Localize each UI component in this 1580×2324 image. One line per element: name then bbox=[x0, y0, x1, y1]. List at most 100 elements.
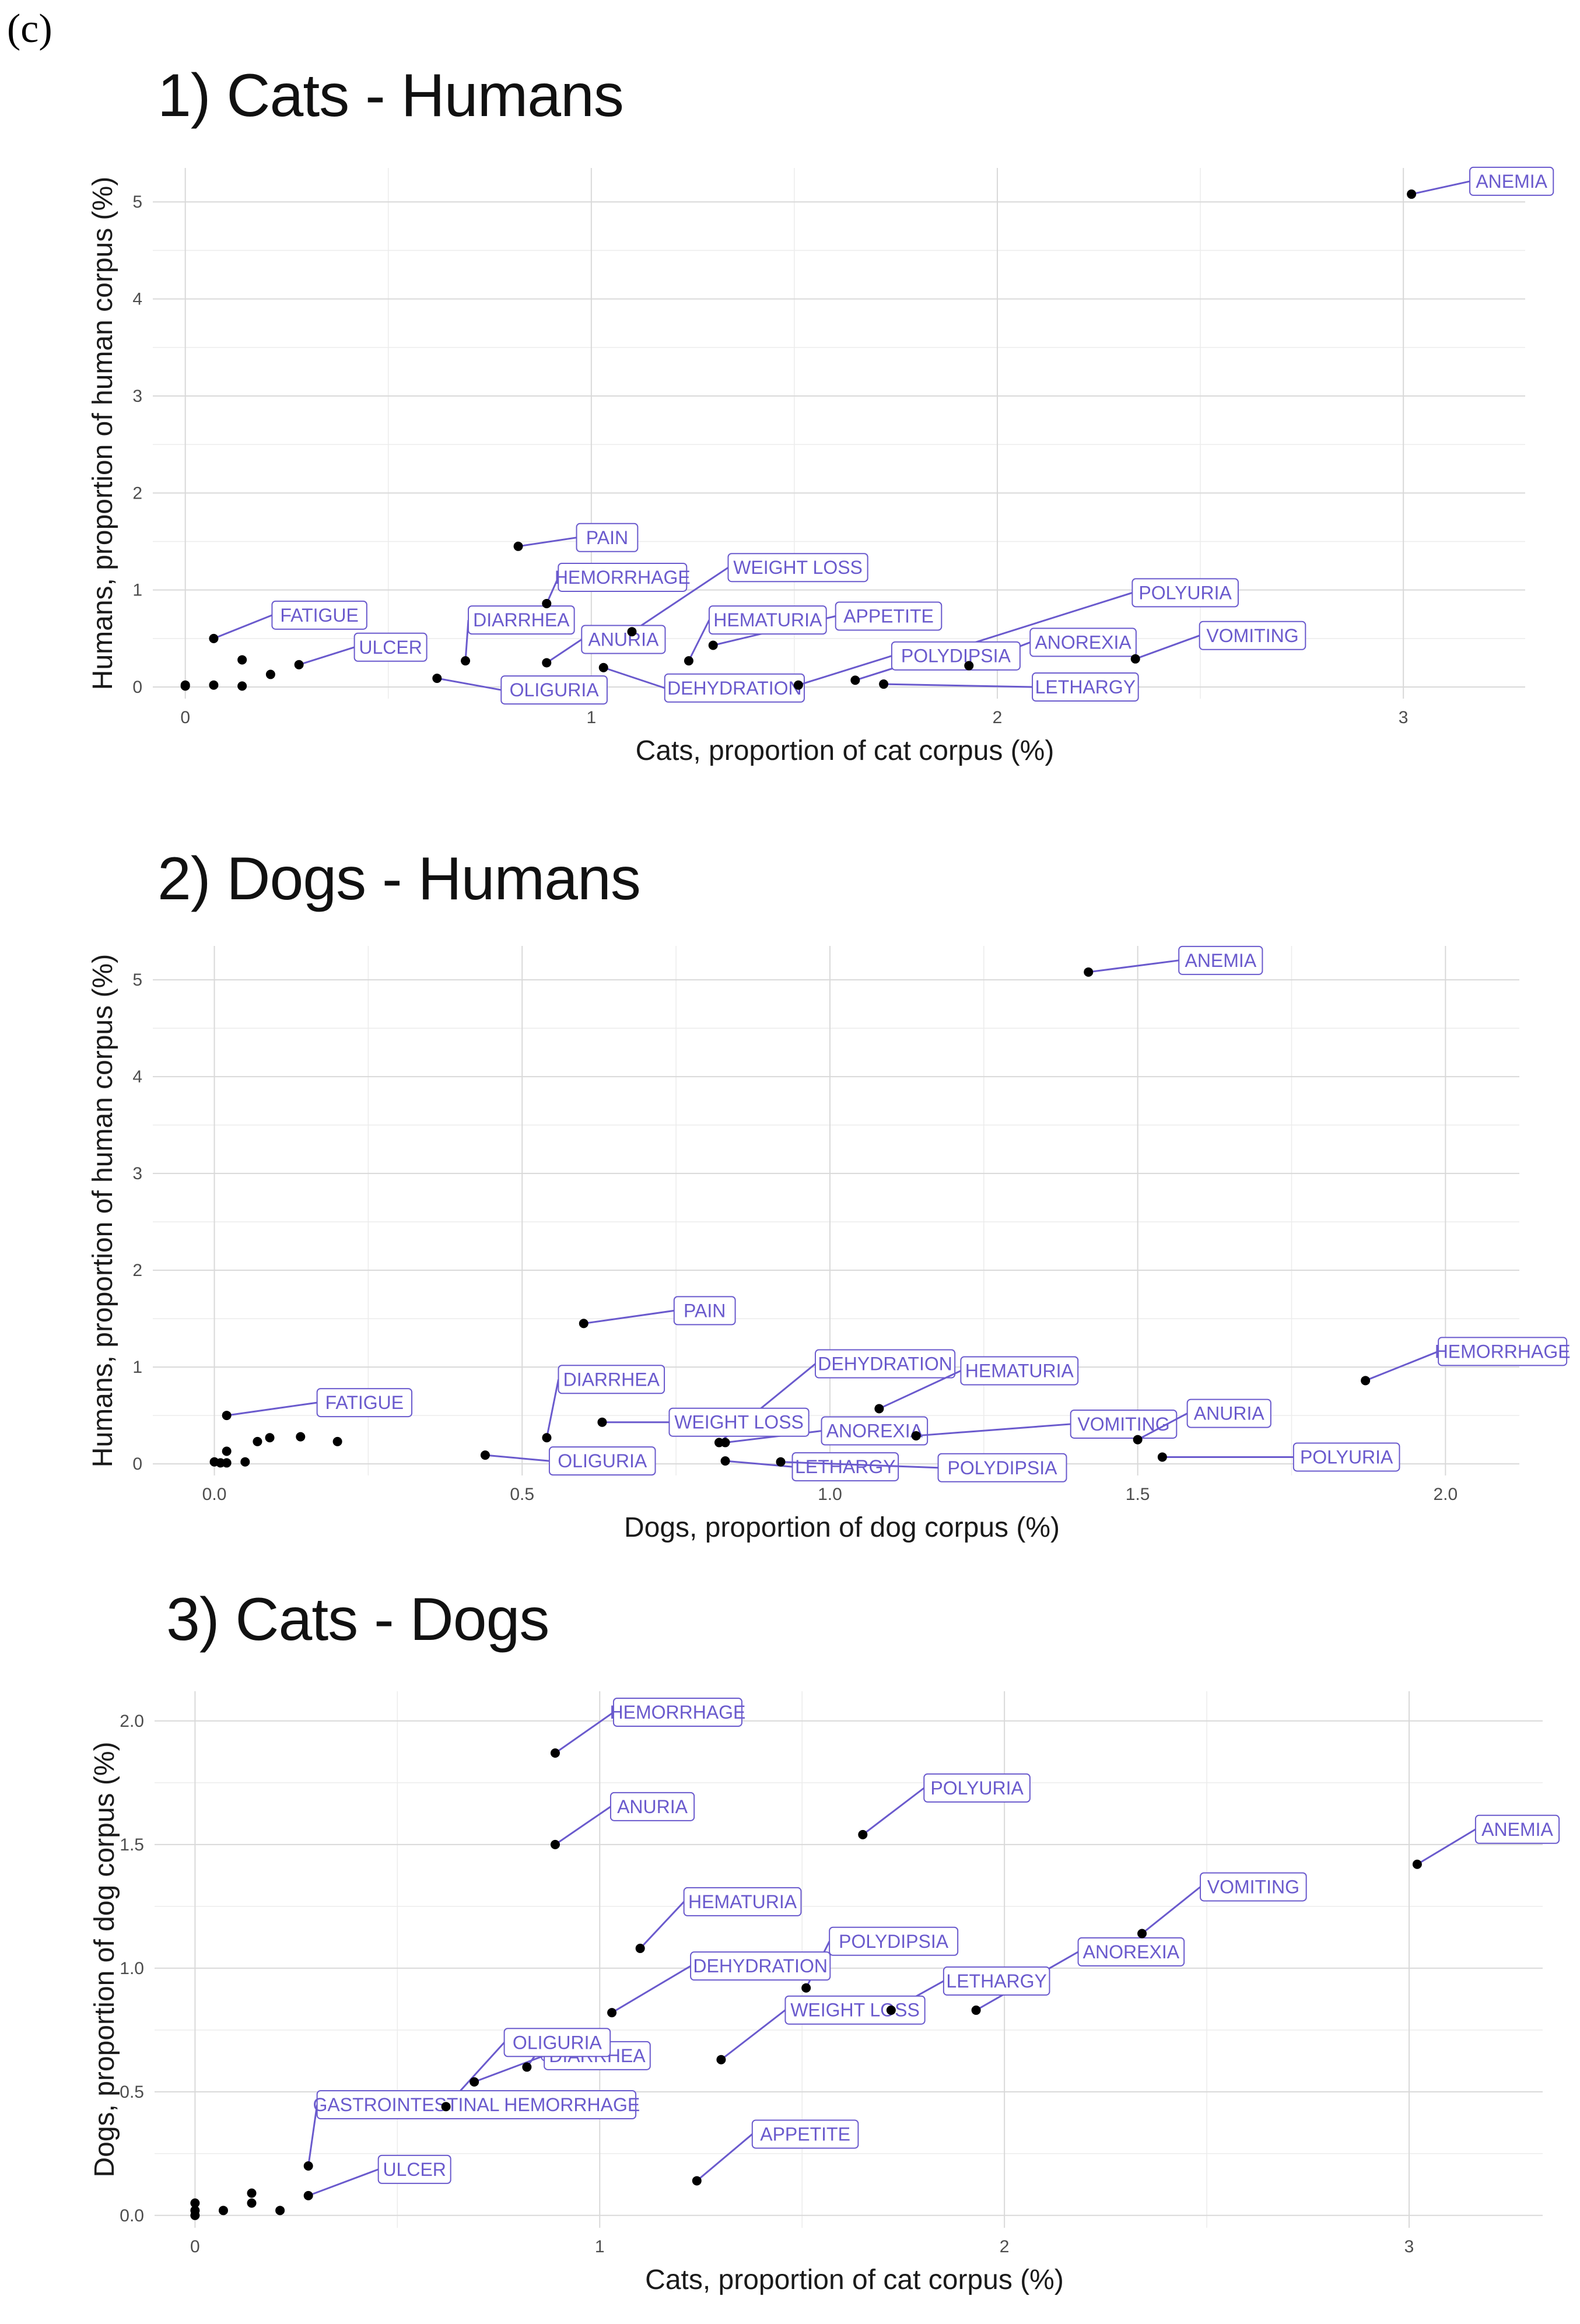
label-leader-line bbox=[603, 667, 665, 689]
data-label-box bbox=[1032, 672, 1139, 702]
y-tick-label: 0 bbox=[132, 678, 142, 697]
label-leader-line bbox=[631, 566, 729, 633]
label-leader-line bbox=[583, 1309, 674, 1324]
data-label-ulcer: ULCER bbox=[359, 637, 422, 658]
y-tick-label: 0.0 bbox=[120, 2206, 144, 2225]
data-label-box bbox=[558, 562, 688, 592]
data-label-polyuria: POLYURIA bbox=[1138, 582, 1232, 603]
data-label-anuria: ANURIA bbox=[617, 1796, 688, 1817]
label-leader-line bbox=[798, 655, 892, 686]
label-leader-line bbox=[299, 646, 355, 666]
point-unlabeled bbox=[253, 1436, 262, 1446]
point-hematuria bbox=[635, 1943, 645, 1953]
point-polydipsia bbox=[801, 1983, 811, 1993]
data-label-box bbox=[500, 675, 608, 705]
point-pain bbox=[522, 2062, 532, 2072]
label-leader-line bbox=[545, 577, 559, 604]
label-leader-line bbox=[226, 1401, 317, 1417]
point-unlabeled bbox=[209, 680, 219, 690]
point-labels: ANEMIA PAIN HEMORRHAGE WEIGHT LOSS APPETITE H… bbox=[213, 166, 1554, 705]
label-leader-line bbox=[213, 614, 272, 640]
label-leader-line bbox=[639, 1901, 685, 1949]
data-label-weight-loss: WEIGHT LOSS bbox=[674, 1412, 804, 1433]
data-label-polyuria: POLYURIA bbox=[1300, 1446, 1393, 1467]
point-unlabeled bbox=[237, 655, 247, 665]
data-label-anorexia: ANOREXIA bbox=[1083, 1941, 1180, 1962]
label-leader-line bbox=[474, 2055, 545, 2083]
x-axis-title: Cats, proportion of cat corpus (%) bbox=[645, 2265, 1064, 2295]
label-leader-line bbox=[555, 1711, 614, 1754]
label-leader-line bbox=[518, 537, 577, 548]
data-label-box bbox=[708, 605, 827, 635]
point-diarrhea bbox=[470, 2077, 479, 2087]
data-label-box bbox=[751, 2119, 859, 2149]
point-vomiting bbox=[911, 1431, 921, 1440]
x-tick-label: 2.0 bbox=[1433, 1485, 1458, 1504]
point-unlabeled bbox=[247, 2188, 257, 2198]
label-leader-line bbox=[862, 1787, 925, 1836]
y-axis-title: Humans, proportion of human corpus (%) bbox=[87, 177, 118, 690]
x-tick-label: 2 bbox=[993, 708, 1003, 727]
grid bbox=[155, 1691, 1543, 2228]
data-label-box bbox=[548, 1446, 656, 1476]
data-label-box bbox=[558, 1365, 665, 1394]
label-leader-line bbox=[555, 1806, 611, 1846]
data-label-box bbox=[960, 1356, 1079, 1386]
y-tick-label: 2 bbox=[132, 1261, 142, 1280]
label-leader-line bbox=[611, 1965, 691, 2014]
x-tick-label: 2 bbox=[1000, 2237, 1010, 2256]
point-unlabeled bbox=[180, 681, 190, 691]
data-label-box bbox=[891, 641, 1021, 671]
data-label-lethargy: LETHARGY bbox=[946, 1971, 1046, 1992]
data-label-box bbox=[1178, 945, 1263, 975]
y-axis-title: Humans, proportion of human corpus (%) bbox=[87, 954, 118, 1467]
data-label-hemorrhage: HEMORRHAGE bbox=[1435, 1341, 1571, 1362]
point-anemia bbox=[1412, 1859, 1422, 1869]
label-leader-line bbox=[780, 1461, 938, 1469]
data-label-fatigue: FATIGUE bbox=[325, 1392, 404, 1413]
data-label-box bbox=[316, 2090, 637, 2120]
data-label-box bbox=[923, 1773, 1031, 1803]
x-tick-label: 1 bbox=[595, 2237, 605, 2256]
data-label-polydipsia: POLYDIPSIA bbox=[839, 1931, 949, 1952]
point-dehydration bbox=[607, 2008, 617, 2018]
data-label-box bbox=[503, 2028, 611, 2057]
data-label-appetite: APPETITE bbox=[760, 2123, 850, 2144]
point-oliguria bbox=[441, 2102, 451, 2112]
point-unlabeled bbox=[237, 681, 247, 691]
data-label-polydipsia: POLYDIPSIA bbox=[901, 646, 1011, 667]
point-appetite bbox=[692, 2176, 702, 2186]
data-label-diarrhea: DIARRHEA bbox=[563, 1369, 660, 1390]
point-lethargy bbox=[886, 2005, 896, 2015]
data-label-gastrointestinal-hemorrhage: GASTROINTESTINAL HEMORRHAGE bbox=[313, 2094, 640, 2115]
data-label-anorexia: ANOREXIA bbox=[1035, 632, 1131, 653]
point-anorexia bbox=[971, 2005, 981, 2015]
data-label-box bbox=[664, 673, 805, 703]
data-label-box bbox=[1029, 628, 1137, 657]
data-label-box bbox=[835, 601, 943, 631]
data-label-box bbox=[814, 1349, 956, 1379]
y-tick-label: 5 bbox=[132, 970, 142, 990]
chart-title-cats-humans: 1) Cats - Humans bbox=[157, 62, 624, 129]
point-unlabeled bbox=[190, 2210, 200, 2220]
point-pain bbox=[579, 1319, 588, 1328]
point-gastrointestinal-hemorrhage bbox=[303, 2161, 313, 2171]
point-anuria bbox=[550, 1839, 560, 1849]
data-label-box bbox=[943, 1966, 1050, 1996]
data-label-box bbox=[1200, 1872, 1307, 1902]
label-leader-line bbox=[1411, 180, 1470, 195]
data-label-pain: PAIN bbox=[586, 527, 628, 548]
x-tick-label: 0.0 bbox=[202, 1485, 227, 1504]
point-unlabeled bbox=[265, 669, 275, 679]
data-label-anuria: ANURIA bbox=[588, 629, 659, 650]
point-anemia bbox=[1084, 967, 1094, 977]
x-tick-label: 1 bbox=[587, 708, 597, 727]
label-leader-line bbox=[720, 2009, 786, 2060]
point-hematuria bbox=[874, 1404, 884, 1414]
point-anorexia bbox=[720, 1438, 730, 1447]
point-ulcer bbox=[294, 660, 304, 669]
y-tick-label: 5 bbox=[132, 192, 142, 212]
data-label-polydipsia: POLYDIPSIA bbox=[948, 1457, 1058, 1478]
